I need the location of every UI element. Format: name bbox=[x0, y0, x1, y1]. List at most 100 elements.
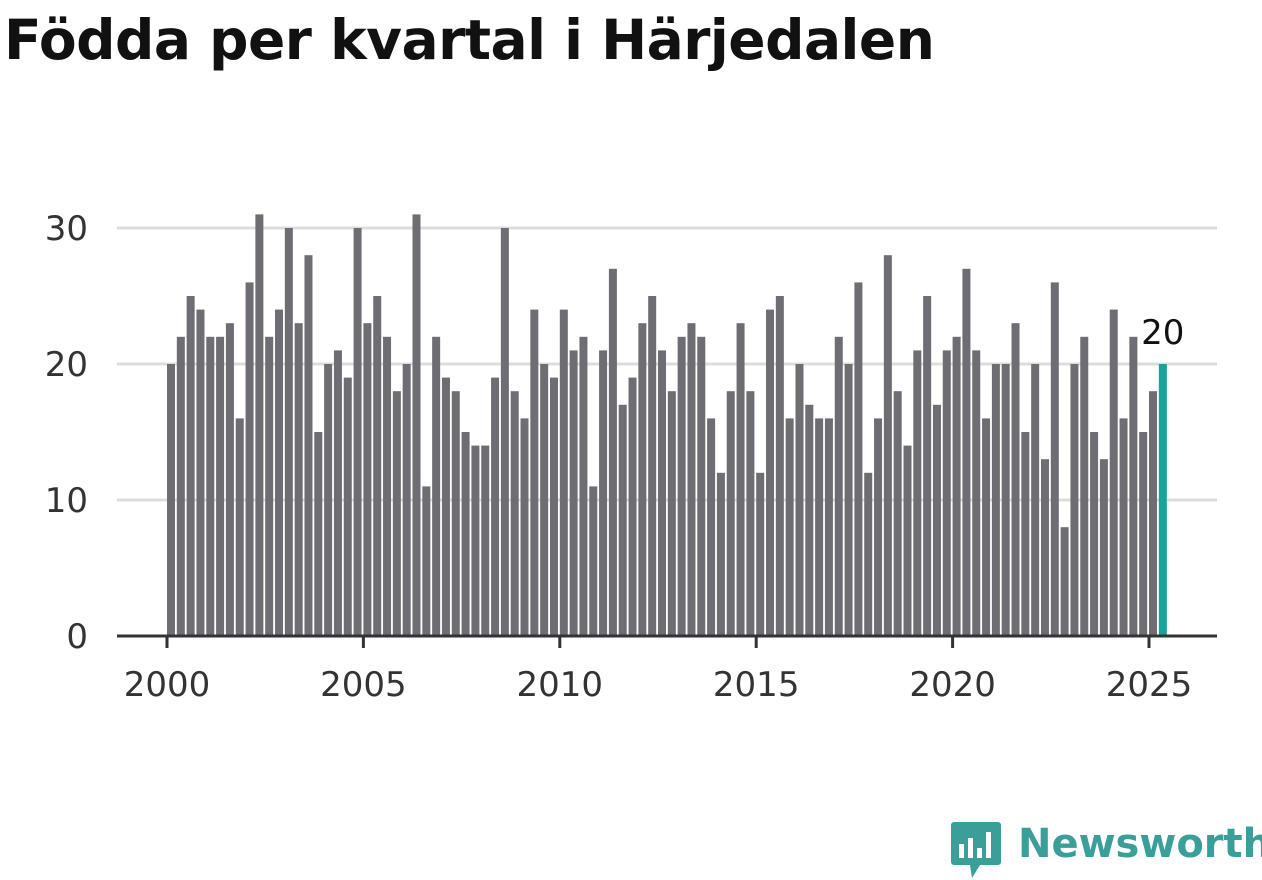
bar bbox=[432, 336, 441, 636]
bar bbox=[363, 323, 372, 636]
x-tick-label: 2000 bbox=[124, 665, 211, 705]
bar bbox=[1090, 432, 1099, 636]
bar bbox=[1119, 418, 1128, 636]
bar bbox=[471, 445, 480, 636]
bar bbox=[196, 309, 205, 636]
bar bbox=[284, 228, 293, 636]
bar bbox=[206, 336, 215, 636]
bar bbox=[716, 472, 725, 636]
bar bbox=[972, 350, 981, 636]
bars bbox=[167, 214, 1167, 636]
bar bbox=[216, 336, 225, 636]
bar bbox=[255, 214, 264, 636]
bar bbox=[962, 268, 971, 636]
bar bbox=[353, 228, 362, 636]
y-tick-label: 0 bbox=[66, 617, 88, 657]
bar bbox=[991, 364, 1000, 636]
bar bbox=[589, 486, 598, 636]
bar bbox=[1050, 282, 1059, 636]
bar bbox=[491, 377, 500, 636]
bar bbox=[667, 391, 676, 636]
bar bbox=[736, 323, 745, 636]
bar bbox=[864, 472, 873, 636]
x-tick-label: 2025 bbox=[1106, 665, 1193, 705]
bar bbox=[186, 296, 195, 636]
bar bbox=[687, 323, 696, 636]
bar bbox=[1011, 323, 1020, 636]
y-tick-label: 10 bbox=[45, 481, 88, 521]
bar bbox=[913, 350, 922, 636]
bar bbox=[932, 404, 941, 636]
bar-latest bbox=[1158, 364, 1167, 636]
bar bbox=[942, 350, 951, 636]
bar bbox=[824, 418, 833, 636]
bar bbox=[707, 418, 716, 636]
bar bbox=[235, 418, 244, 636]
bar bbox=[569, 350, 578, 636]
bar bbox=[648, 296, 657, 636]
bar bbox=[324, 364, 333, 636]
bar bbox=[412, 214, 421, 636]
bar bbox=[1060, 527, 1069, 636]
brand-logo: Newsworthy bbox=[950, 818, 1262, 880]
bar bbox=[333, 350, 342, 636]
y-tick-labels: 0 10 20 30 bbox=[45, 209, 88, 657]
bar bbox=[167, 364, 175, 636]
x-axis bbox=[117, 634, 1217, 648]
chart-title: Födda per kvartal i Härjedalen bbox=[4, 8, 935, 72]
bar bbox=[441, 377, 450, 636]
bar bbox=[265, 336, 274, 636]
bar bbox=[451, 391, 460, 636]
bar bbox=[903, 445, 912, 636]
x-tick-label: 2005 bbox=[320, 665, 407, 705]
bar bbox=[1139, 432, 1148, 636]
bar bbox=[756, 472, 765, 636]
bar bbox=[559, 309, 568, 636]
bar bbox=[402, 364, 411, 636]
bar bbox=[697, 336, 706, 636]
bar bbox=[805, 404, 814, 636]
bar bbox=[294, 323, 303, 636]
x-tick-label: 2010 bbox=[517, 665, 604, 705]
bar bbox=[893, 391, 902, 636]
y-tick-label: 20 bbox=[45, 345, 88, 385]
bar bbox=[314, 432, 323, 636]
bar bbox=[373, 296, 382, 636]
x-tick-labels: 2000 2005 2010 2015 2020 2025 bbox=[124, 665, 1193, 705]
y-tick-label: 30 bbox=[45, 209, 88, 249]
bar bbox=[775, 296, 784, 636]
bar bbox=[481, 445, 490, 636]
bar bbox=[726, 391, 735, 636]
bar bbox=[844, 364, 853, 636]
x-tick-label: 2020 bbox=[909, 665, 996, 705]
bar bbox=[883, 255, 892, 636]
bar bbox=[1001, 364, 1010, 636]
bar bbox=[834, 336, 843, 636]
bar bbox=[618, 404, 627, 636]
bar bbox=[854, 282, 863, 636]
bar bbox=[1129, 336, 1138, 636]
bar bbox=[225, 323, 234, 636]
bar bbox=[383, 336, 392, 636]
bar bbox=[540, 364, 549, 636]
bar bbox=[520, 418, 529, 636]
bar bbox=[677, 336, 686, 636]
bar bbox=[549, 377, 558, 636]
bar bbox=[766, 309, 775, 636]
bar bbox=[1149, 391, 1157, 636]
bar bbox=[923, 296, 932, 636]
bar bbox=[275, 309, 284, 636]
bar bbox=[1109, 309, 1118, 636]
bar bbox=[579, 336, 588, 636]
bar bbox=[1040, 459, 1049, 636]
bar bbox=[815, 418, 824, 636]
bar bbox=[658, 350, 666, 636]
bar bbox=[785, 418, 794, 636]
bar bbox=[638, 323, 647, 636]
bar bbox=[874, 418, 883, 636]
bar bbox=[422, 486, 431, 636]
x-tick-label: 2015 bbox=[713, 665, 800, 705]
latest-value-label: 20 bbox=[1141, 313, 1184, 353]
bar bbox=[795, 364, 804, 636]
